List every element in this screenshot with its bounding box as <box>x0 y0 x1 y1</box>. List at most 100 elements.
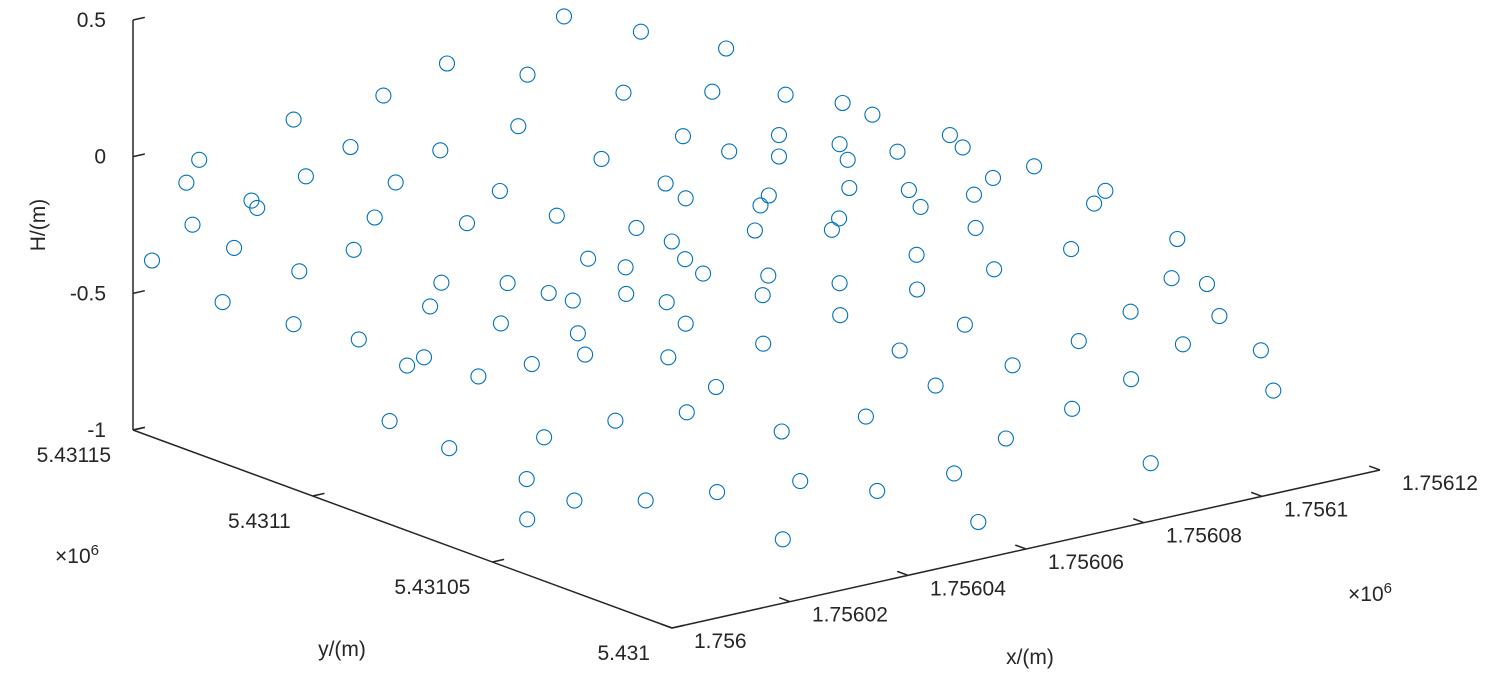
data-point <box>433 274 450 291</box>
data-point <box>707 378 725 396</box>
data-point <box>540 284 557 302</box>
y-tick <box>671 624 684 629</box>
data-point <box>577 346 594 363</box>
data-point <box>1063 241 1080 258</box>
data-point <box>770 148 788 165</box>
z-tick-label: 0 <box>94 146 106 169</box>
data-point <box>637 492 654 509</box>
data-point <box>491 182 508 200</box>
data-point <box>564 292 581 309</box>
data-point <box>760 267 777 284</box>
data-point <box>415 349 433 366</box>
data-point <box>774 531 791 548</box>
axis-labels: H/(m) y/(m) x/(m) ×106 ×106 <box>27 199 1392 669</box>
data-point <box>909 281 926 298</box>
data-point <box>617 259 634 276</box>
data-point <box>970 513 987 531</box>
x-tick <box>1014 544 1027 550</box>
data-point <box>674 128 692 145</box>
z-tick <box>132 153 145 158</box>
data-point <box>657 175 674 192</box>
data-point <box>518 471 535 488</box>
x-tick <box>660 623 673 629</box>
x-exponent-base: ×10 <box>1348 583 1384 606</box>
x-tick <box>1132 518 1145 524</box>
data-point <box>214 294 231 311</box>
data-point <box>438 55 456 72</box>
y-tick-label: 5.431 <box>597 642 650 665</box>
data-point <box>387 174 404 191</box>
x-tick-label: 1.75606 <box>1048 551 1124 574</box>
data-point <box>1123 371 1140 388</box>
data-point <box>704 83 721 100</box>
data-point <box>580 250 597 267</box>
x-tick <box>778 597 791 603</box>
data-point <box>770 127 788 144</box>
y-tick-label: 5.4311 <box>228 510 291 533</box>
x-tick <box>1368 465 1381 471</box>
data-point <box>519 66 536 83</box>
data-point <box>677 315 694 332</box>
y-tick-label: 5.43115 <box>37 444 111 467</box>
y-tick <box>492 558 505 563</box>
data-points <box>143 8 1282 548</box>
data-point <box>422 298 439 315</box>
z-tick <box>132 289 145 295</box>
data-point <box>615 84 632 101</box>
z-tick <box>132 16 145 21</box>
data-point <box>889 143 906 160</box>
data-point <box>831 210 848 227</box>
data-point <box>864 106 881 123</box>
data-point <box>773 423 790 440</box>
z-tick-label: 0.5 <box>77 9 106 32</box>
data-point <box>718 40 735 57</box>
data-point <box>823 221 840 238</box>
data-point <box>709 484 726 501</box>
data-point <box>755 335 772 352</box>
y-axis-line <box>132 429 673 629</box>
y-tick-label: 5.43105 <box>394 576 470 599</box>
data-point <box>381 413 398 430</box>
x-tick <box>896 570 909 577</box>
data-point <box>618 285 635 302</box>
data-point <box>1169 230 1186 248</box>
data-point <box>1026 158 1043 175</box>
data-point <box>297 168 314 185</box>
data-point <box>754 287 771 304</box>
x-tick-label: 1.75608 <box>1166 525 1242 548</box>
data-point <box>350 331 367 348</box>
data-point <box>967 219 984 236</box>
y-axis-label: y/(m) <box>318 638 366 661</box>
x-tick-label: 1.75604 <box>930 577 1006 600</box>
data-point <box>746 222 763 239</box>
data-point <box>857 408 874 425</box>
data-point <box>628 219 645 236</box>
data-point <box>607 412 624 429</box>
data-point <box>1211 308 1228 325</box>
data-point <box>792 473 809 490</box>
data-point <box>523 356 540 373</box>
data-point <box>841 179 858 197</box>
data-point <box>954 139 971 156</box>
data-point <box>458 215 476 232</box>
data-point <box>470 368 487 385</box>
data-point <box>399 357 416 374</box>
data-point <box>984 169 1002 186</box>
data-point <box>499 275 516 292</box>
data-point <box>777 86 794 103</box>
data-point <box>342 138 359 156</box>
data-point <box>366 209 383 226</box>
data-point <box>1265 382 1282 399</box>
data-point <box>1174 336 1191 353</box>
z-tick-label: -1 <box>87 419 106 442</box>
z-tick-label: -0.5 <box>70 282 106 305</box>
data-point <box>1142 455 1159 472</box>
data-point <box>1070 333 1087 350</box>
data-point <box>839 151 856 168</box>
x-axis-label: x/(m) <box>1006 646 1054 669</box>
data-point <box>831 275 848 292</box>
data-point <box>946 465 963 482</box>
data-point <box>143 252 161 269</box>
data-point <box>677 251 694 268</box>
